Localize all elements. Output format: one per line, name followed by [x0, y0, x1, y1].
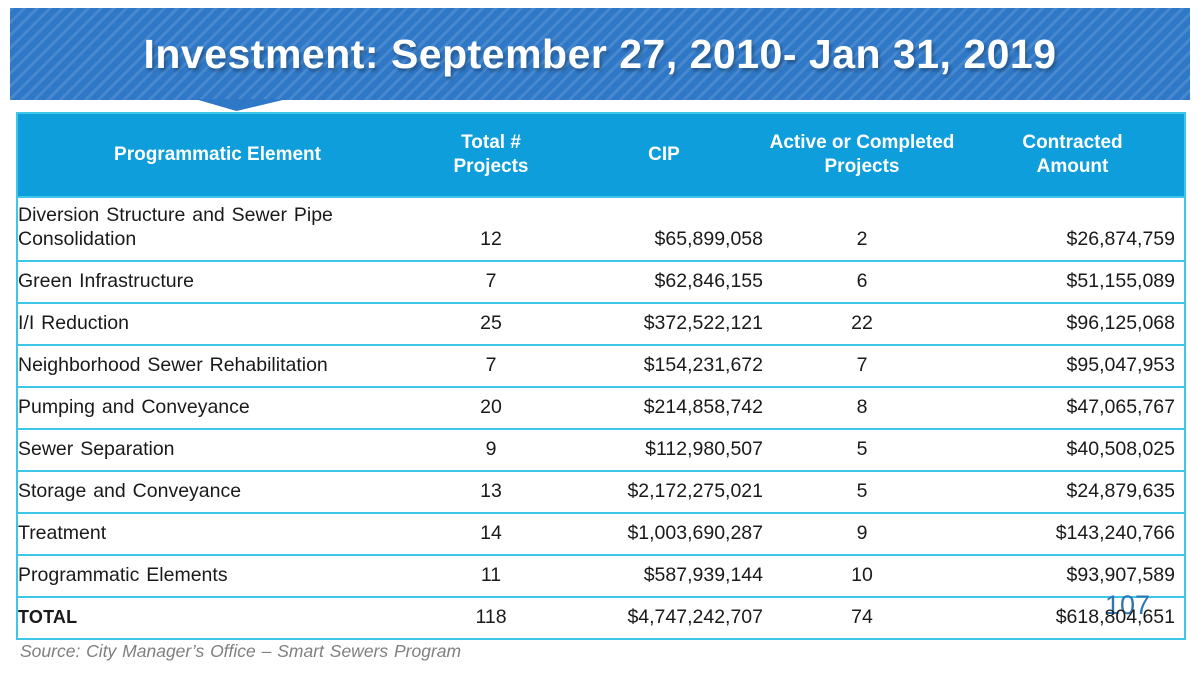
table-row: Sewer Separation 9 $112,980,507 5 $40,508,02… [17, 428, 1185, 471]
cell-element: Sewer Separation [17, 428, 417, 471]
table-header-row: Programmatic Element Total # Projects CI… [17, 113, 1185, 197]
cell-cip: $154,231,672 [565, 344, 763, 387]
cell-active-completed: 5 [763, 428, 961, 471]
cell-active-completed: 74 [763, 596, 961, 639]
col-header-total-projects: Total # Projects [417, 113, 565, 197]
cell-element: Green Infrastructure [17, 260, 417, 303]
cell-cip: $2,172,275,021 [565, 470, 763, 513]
col-header-contracted-amount: Contracted Amount [961, 113, 1185, 197]
cell-total-projects: 7 [417, 344, 565, 387]
table-row: Neighborhood Sewer Rehabilitation 7 $154,2… [17, 344, 1185, 387]
slide-title: Investment: September 27, 2010- Jan 31, … [143, 30, 1057, 77]
cell-contracted: $47,065,767 [961, 386, 1185, 429]
cell-cip: $112,980,507 [565, 428, 763, 471]
cell-total-projects: 20 [417, 386, 565, 429]
cell-active-completed: 10 [763, 554, 961, 597]
cell-element: I/I Reduction [17, 302, 417, 345]
cell-cip: $4,747,242,707 [565, 596, 763, 639]
cell-cip: $65,899,058 [565, 196, 763, 261]
cell-element: Neighborhood Sewer Rehabilitation [17, 344, 417, 387]
cell-contracted: $143,240,766 [961, 512, 1185, 555]
cell-element: TOTAL [17, 596, 417, 639]
cell-contracted: $93,907,589 [961, 554, 1185, 597]
cell-total-projects: 14 [417, 512, 565, 555]
cell-active-completed: 7 [763, 344, 961, 387]
table-row: Programmatic Elements 11 $587,939,144 10 $93… [17, 554, 1185, 597]
cell-element: Treatment [17, 512, 417, 555]
cell-element: Pumping and Conveyance [17, 386, 417, 429]
cell-cip: $62,846,155 [565, 260, 763, 303]
cell-contracted: $24,879,635 [961, 470, 1185, 513]
cell-active-completed: 2 [763, 196, 961, 261]
cell-cip: $214,858,742 [565, 386, 763, 429]
cell-total-projects: 13 [417, 470, 565, 513]
cell-active-completed: 5 [763, 470, 961, 513]
investment-table: Programmatic Element Total # Projects CI… [16, 112, 1186, 640]
cell-contracted: $51,155,089 [961, 260, 1185, 303]
cell-element: Diversion Structure and Sewer Pipe Conso… [17, 196, 417, 261]
cell-contracted: $95,047,953 [961, 344, 1185, 387]
cell-total-projects: 11 [417, 554, 565, 597]
cell-active-completed: 22 [763, 302, 961, 345]
investment-table-container: Programmatic Element Total # Projects CI… [16, 112, 1186, 640]
cell-total-projects: 12 [417, 196, 565, 261]
cell-contracted: $40,508,025 [961, 428, 1185, 471]
cell-active-completed: 8 [763, 386, 961, 429]
cell-cip: $1,003,690,287 [565, 512, 763, 555]
table-row: Diversion Structure and Sewer Pipe Conso… [17, 196, 1185, 261]
cell-contracted: $618,804,651 [961, 596, 1185, 639]
cell-element: Storage and Conveyance [17, 470, 417, 513]
cell-total-projects: 9 [417, 428, 565, 471]
table-row: I/I Reduction 25 $372,522,121 22 $96,125,068 [17, 302, 1185, 345]
page-number: 107 [1105, 590, 1151, 620]
title-banner: Investment: September 27, 2010- Jan 31, … [10, 8, 1190, 100]
banner-notch [195, 99, 287, 111]
cell-total-projects: 7 [417, 260, 565, 303]
cell-element: Programmatic Elements [17, 554, 417, 597]
cell-cip: $587,939,144 [565, 554, 763, 597]
cell-active-completed: 6 [763, 260, 961, 303]
cell-total-projects: 25 [417, 302, 565, 345]
col-header-cip: CIP [565, 113, 763, 197]
table-row: Pumping and Conveyance 20 $214,858,742 8 $47… [17, 386, 1185, 429]
cell-contracted: $26,874,759 [961, 196, 1185, 261]
source-note: Source: City Manager’s Office – Smart Se… [20, 641, 462, 661]
cell-contracted: $96,125,068 [961, 302, 1185, 345]
cell-total-projects: 118 [417, 596, 565, 639]
cell-cip: $372,522,121 [565, 302, 763, 345]
table-total-row: TOTAL 118 $4,747,242,707 74 $618,804,651 [17, 596, 1185, 639]
table-body: Diversion Structure and Sewer Pipe Conso… [17, 196, 1185, 639]
col-header-programmatic-element: Programmatic Element [17, 113, 417, 197]
table-row: Storage and Conveyance 13 $2,172,275,021 5 $… [17, 470, 1185, 513]
table-row: Treatment 14 $1,003,690,287 9 $143,240,766 [17, 512, 1185, 555]
col-header-active-completed: Active or Completed Projects [763, 113, 961, 197]
cell-active-completed: 9 [763, 512, 961, 555]
table-row: Green Infrastructure 7 $62,846,155 6 $51,155… [17, 260, 1185, 303]
